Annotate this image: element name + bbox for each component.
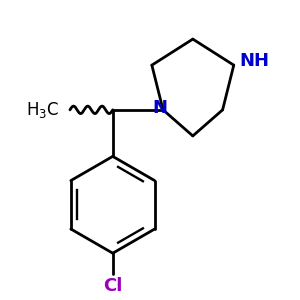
Text: H$_3$C: H$_3$C: [26, 100, 59, 120]
Text: NH: NH: [239, 52, 269, 70]
Text: Cl: Cl: [103, 278, 122, 296]
Text: N: N: [153, 99, 168, 117]
